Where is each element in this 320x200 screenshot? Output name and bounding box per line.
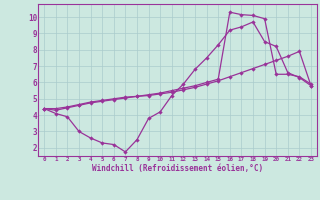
X-axis label: Windchill (Refroidissement éolien,°C): Windchill (Refroidissement éolien,°C) bbox=[92, 164, 263, 173]
